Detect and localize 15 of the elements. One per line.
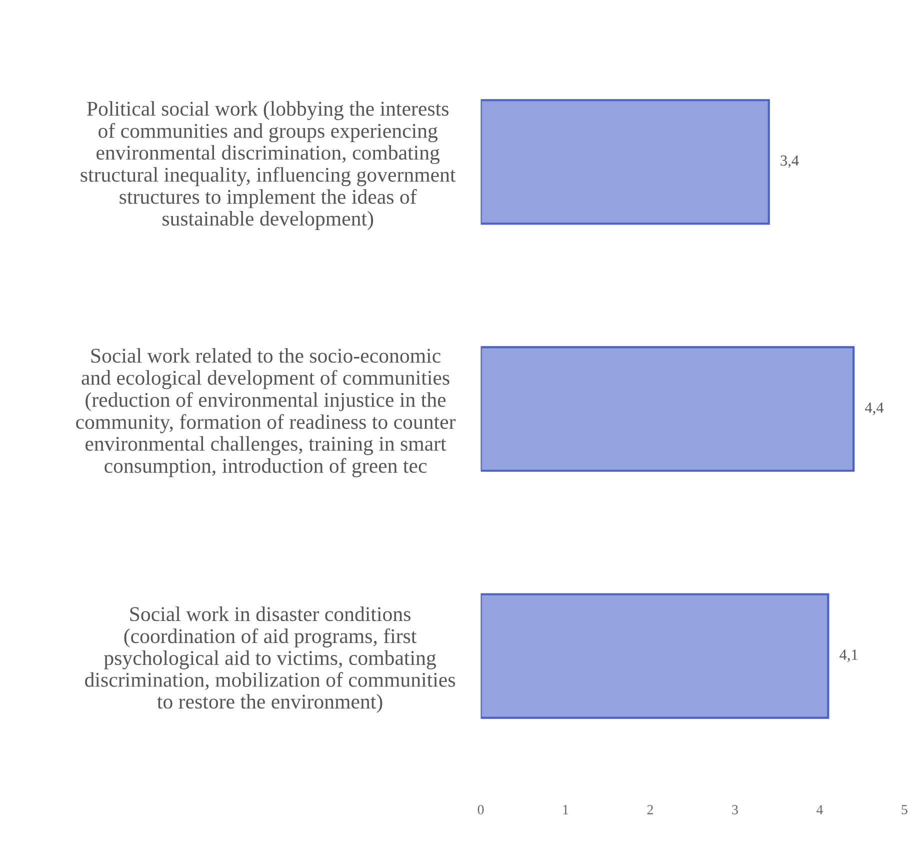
x-tick-label: 3 <box>732 805 738 814</box>
x-tick-label: 1 <box>563 805 568 814</box>
x-tick-label: 4 <box>816 805 823 814</box>
data-label: 4,4 <box>864 402 884 415</box>
y-tick-label: Social work in disaster conditions (coordination of aid programs, first psychological aid to victims, combating discrimination, mobilization of communities to restore the environment) <box>85 606 456 713</box>
data-label: 3,4 <box>780 155 799 168</box>
bar <box>480 593 830 719</box>
x-tick-label: 5 <box>902 805 908 814</box>
data-label: 4,1 <box>840 650 858 662</box>
x-tick-label: 0 <box>478 804 484 814</box>
y-tick-label: Social work related to the socio-economic and ecological development of communities (reduction of environmental injustice in the community, formation of readiness to counter environmental challenges, training in smart consumption, introduction of green tec <box>76 348 456 478</box>
bar <box>480 346 855 472</box>
y-tick-label: Political social work (lobbying the interests of communities and groups experiencing environmental discrimination, combating structural inequality, influencing government structures to implement the ideas of sustainable development) <box>80 101 456 230</box>
x-tick-label: 2 <box>647 805 653 814</box>
bar <box>480 99 770 225</box>
